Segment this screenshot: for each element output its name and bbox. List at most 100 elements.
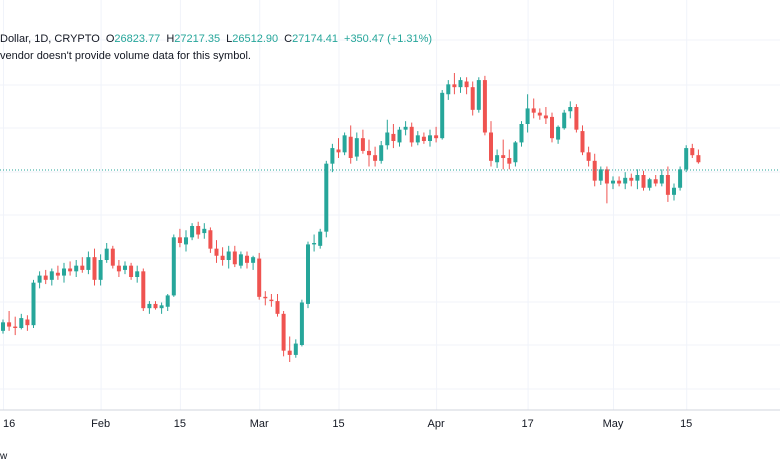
candle-body <box>208 230 213 249</box>
candle-body <box>25 319 30 326</box>
candle-body <box>135 271 140 277</box>
candle-body <box>116 265 121 272</box>
legend-high-label: H <box>166 33 175 45</box>
time-axis-label: Feb <box>91 418 110 430</box>
candle-body <box>275 301 280 314</box>
candle-body <box>68 268 73 272</box>
candle-body <box>202 228 207 234</box>
candle-body <box>415 135 420 143</box>
candle-body <box>482 80 487 133</box>
time-axis-label: 15 <box>332 418 344 430</box>
time-axis-labels: 16 Feb 15 Mar 15 Apr 17 May 15 <box>3 418 692 430</box>
candle-body <box>440 92 445 139</box>
candle-body <box>470 87 475 110</box>
candle-body <box>537 112 542 116</box>
candle-body <box>141 271 146 309</box>
candle-body <box>62 268 66 276</box>
time-axis-label: 15 <box>174 418 186 430</box>
candle-body <box>306 244 310 304</box>
candle-body <box>629 177 634 181</box>
candle-body <box>568 107 573 112</box>
candle-body <box>659 175 664 184</box>
candle-body <box>49 271 54 280</box>
candle-body <box>531 108 536 113</box>
candle-body <box>287 350 292 355</box>
candle-body <box>580 131 585 153</box>
candle-body <box>391 133 396 141</box>
candle-body <box>604 169 609 184</box>
candle-body <box>489 132 493 161</box>
legend-low-value: 26512.90 <box>232 33 279 45</box>
chart-grid <box>0 0 780 410</box>
candle-body <box>397 129 402 143</box>
candle-body <box>598 169 603 181</box>
legend-symbol: Dollar, 1D, CRYPTO <box>0 33 100 45</box>
legend-open-label: O <box>105 33 115 45</box>
candle-body <box>562 112 567 129</box>
time-axis-label: 16 <box>3 418 15 430</box>
candle-body <box>665 175 670 195</box>
candle-body <box>37 275 42 283</box>
candle-body <box>177 237 182 243</box>
candle-body <box>586 152 591 161</box>
candles <box>1 73 701 362</box>
candle-body <box>104 248 109 260</box>
candle-body <box>226 251 231 260</box>
legend-high-value: 27217.35 <box>174 33 221 45</box>
candle-body <box>238 254 243 266</box>
candle-body <box>360 138 365 151</box>
candle-body <box>690 148 695 156</box>
candle-body <box>281 313 286 351</box>
candle-body <box>74 265 79 272</box>
candle-body <box>31 282 36 326</box>
candle-body <box>385 132 390 146</box>
candle-body <box>196 226 201 235</box>
candle-body <box>13 326 18 328</box>
time-axis-label: May <box>603 418 624 430</box>
candle-body <box>501 155 506 158</box>
candle-body <box>348 136 353 158</box>
candle-body <box>428 135 432 141</box>
candle-body <box>495 155 500 163</box>
candle-body <box>80 265 85 270</box>
footer-text: w <box>0 451 8 462</box>
candle-body <box>153 303 158 309</box>
time-axis-label: 17 <box>521 418 533 430</box>
candle-body <box>232 251 237 265</box>
candle-body <box>525 108 530 124</box>
candle-body <box>342 135 347 153</box>
candle-body <box>556 126 561 140</box>
candle-body <box>318 231 323 246</box>
candle-body <box>574 107 579 130</box>
time-axis-label: Apr <box>428 418 445 430</box>
candle-body <box>373 155 378 161</box>
candle-body <box>684 148 689 170</box>
candle-body <box>421 136 426 141</box>
candle-body <box>43 275 48 280</box>
candle-body <box>171 237 176 296</box>
candle-body <box>672 187 676 195</box>
candle-body <box>513 142 518 163</box>
candle-body <box>434 135 439 139</box>
candle-body <box>123 265 127 270</box>
candle-body <box>19 318 24 328</box>
candle-body <box>367 150 371 156</box>
candle-body <box>214 248 219 256</box>
candle-body <box>330 148 335 164</box>
candle-body <box>550 116 554 139</box>
candle-body <box>403 126 408 130</box>
candle-body <box>245 255 249 263</box>
candle-body <box>129 265 134 277</box>
candle-body <box>617 180 622 184</box>
time-axis-label: 15 <box>680 418 692 430</box>
candle-body <box>251 257 256 263</box>
candle-body <box>464 81 469 88</box>
time-axis-label: Mar <box>250 418 269 430</box>
candle-body <box>458 80 463 88</box>
candle-body <box>446 84 451 95</box>
candle-body <box>623 177 628 184</box>
candle-body <box>543 115 548 119</box>
candle-body <box>324 163 329 232</box>
candle-body <box>635 175 640 181</box>
